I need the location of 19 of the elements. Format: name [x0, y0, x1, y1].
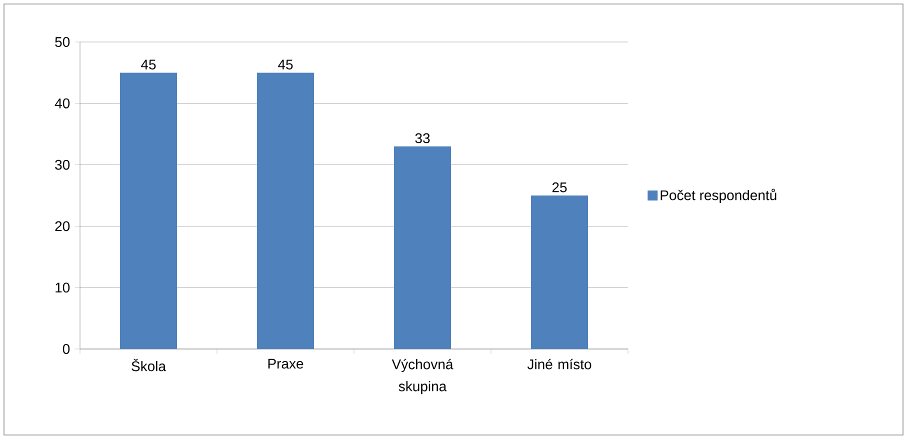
x-tick-label: Jiné místo	[527, 358, 592, 370]
data-label: 25	[552, 182, 567, 192]
y-tick-label: 10	[56, 282, 70, 293]
x-tick-label: Výchovná skupina	[392, 358, 454, 394]
data-label: 45	[141, 60, 156, 70]
y-tick-label: 50	[55, 37, 70, 47]
data-label: 45	[278, 60, 293, 70]
y-tick-label: 40	[54, 98, 70, 108]
y-tick-label: 20	[55, 221, 70, 232]
y-tick-label: 30	[55, 160, 70, 170]
bar	[394, 146, 452, 349]
x-tick-label: Škola	[132, 358, 166, 372]
legend-label: Počet respondentů	[660, 188, 776, 203]
x-tick-label: Praxe	[268, 358, 304, 369]
data-label: 33	[415, 133, 430, 144]
bar	[531, 195, 588, 349]
y-tick-label: 0	[62, 344, 70, 354]
bar	[257, 72, 314, 349]
bar	[120, 72, 177, 349]
